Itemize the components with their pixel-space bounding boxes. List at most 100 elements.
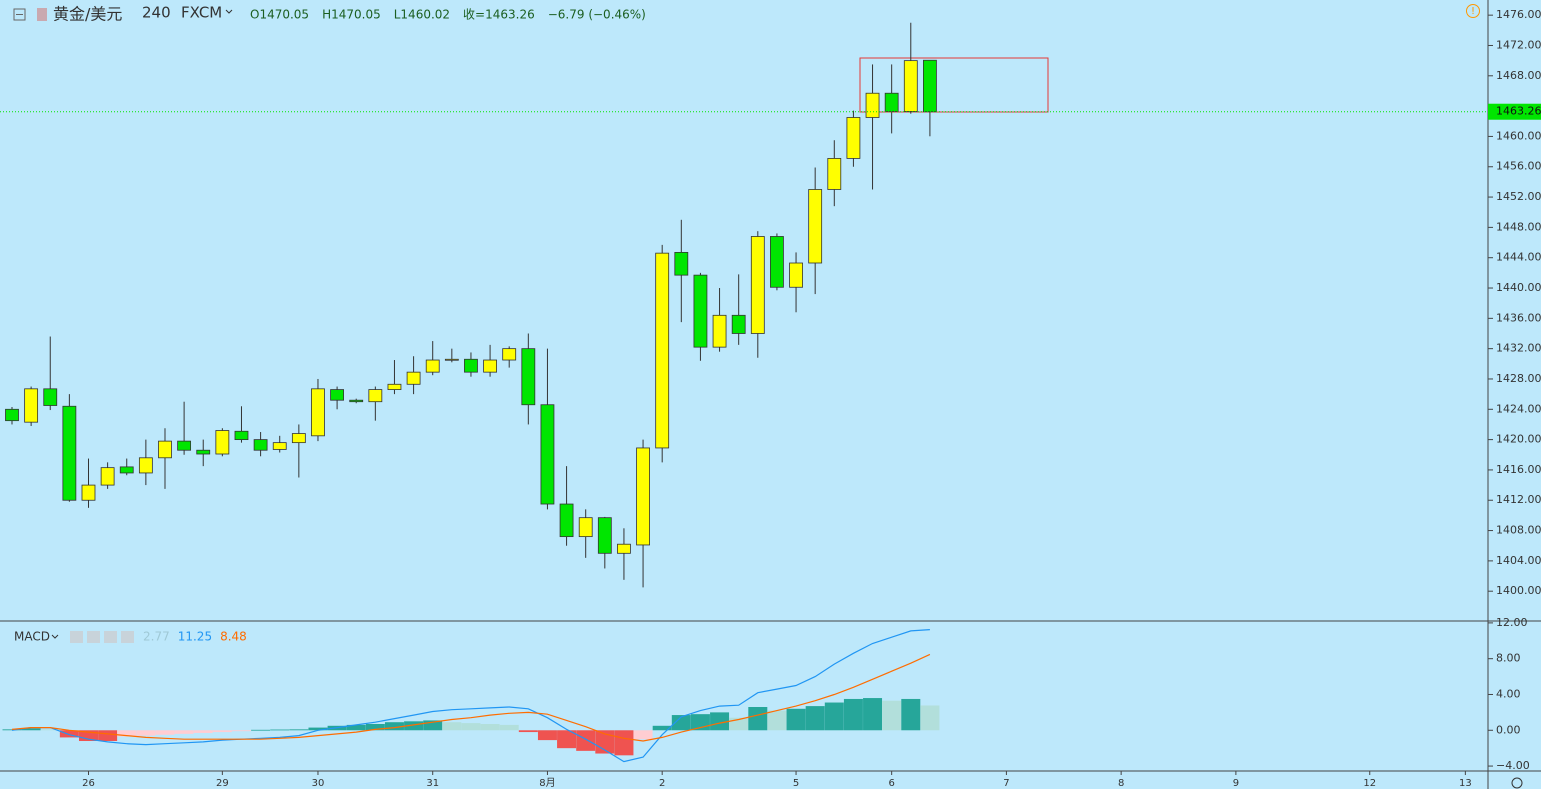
candle-body (750, 236, 765, 334)
histogram-bar (117, 730, 137, 737)
histogram-bar (251, 729, 271, 731)
histogram-bar (537, 730, 557, 741)
y-tick-label: 12.00 (1496, 616, 1528, 629)
histogram-bar (671, 715, 691, 731)
y-tick-label: 1400.00 (1496, 584, 1541, 597)
candle-body (138, 457, 153, 474)
ohlc-readout: O1470.05 H1470.05 L1460.02 收=1463.26 −6.79 (… (250, 8, 646, 22)
x-tick-label: 31 (426, 778, 439, 789)
candle-body (884, 92, 899, 112)
histogram-bar (40, 729, 60, 731)
source[interactable]: FXCM (181, 4, 222, 22)
histogram-bar (786, 708, 806, 731)
histogram-bar (308, 727, 328, 731)
y-tick-label: 1408.00 (1496, 524, 1541, 537)
x-tick-label: 6 (888, 778, 894, 789)
candle-body (291, 433, 306, 444)
histogram-bar (499, 724, 519, 731)
y-tick-label: 1468.00 (1496, 69, 1541, 82)
ohlc-value: −6.79 (−0.46%) (548, 8, 646, 22)
settings-gear[interactable] (1511, 777, 1523, 789)
histogram-bar (710, 712, 730, 731)
histogram-bar (614, 730, 634, 756)
candle-body (406, 371, 421, 385)
y-tick-label: −4.00 (1496, 759, 1530, 772)
histogram-bar (461, 723, 481, 731)
y-tick-label: 1432.00 (1496, 342, 1541, 355)
x-tick-label: 12 (1363, 778, 1376, 789)
histogram-bar (78, 730, 98, 742)
candle-body (100, 467, 115, 486)
histogram-bar (576, 730, 596, 751)
candle-body (923, 59, 937, 113)
candle-body (349, 399, 364, 403)
ohlc-value: L1460.02 (394, 8, 450, 22)
x-tick-label: 2 (659, 778, 665, 789)
histogram-bar (365, 724, 385, 731)
alert-icon[interactable] (1466, 4, 1480, 18)
histogram-bar (480, 724, 500, 731)
histogram-bar (346, 724, 366, 731)
y-tick-label: 1420.00 (1496, 433, 1541, 446)
collapse-button[interactable] (13, 8, 26, 21)
histogram-bar (748, 707, 768, 731)
histogram-bar (59, 730, 79, 738)
y-tick-label: 1456.00 (1496, 160, 1541, 173)
readout-value: 11.25 (178, 630, 212, 644)
ohlc-value: O1470.05 (250, 8, 309, 22)
histogram-bar (270, 729, 290, 731)
y-tick-label: 8.00 (1496, 652, 1521, 665)
candle-body (693, 274, 708, 348)
settings-button[interactable] (87, 631, 100, 643)
candle-body (119, 466, 134, 474)
candle-body (272, 442, 287, 450)
candle-body (387, 383, 402, 390)
candle-body (597, 517, 612, 554)
candle-body (177, 440, 192, 451)
y-tick-label: 1472.00 (1496, 38, 1541, 51)
readout-value: 2.77 (143, 630, 170, 644)
candle-body (483, 359, 497, 373)
y-tick-label: 4.00 (1496, 687, 1521, 700)
candle-body (808, 189, 823, 264)
ohlc-value: H1470.05 (322, 8, 381, 22)
source-button[interactable] (104, 631, 117, 643)
candle-body (444, 358, 459, 361)
y-tick-label: 1404.00 (1496, 554, 1541, 567)
histogram-bar (767, 710, 787, 731)
remove-button[interactable] (121, 631, 134, 643)
candle-body (5, 408, 19, 422)
histogram-bar (442, 722, 462, 731)
indicator-name[interactable]: MACD (14, 630, 50, 644)
candle-body (617, 543, 631, 554)
dropdown-arrow[interactable] (225, 9, 233, 14)
y-tick-label: 1448.00 (1496, 220, 1541, 233)
eye-button[interactable] (70, 631, 83, 643)
histogram-bar (212, 730, 232, 733)
histogram-bar (518, 730, 538, 733)
histogram-bar (843, 698, 863, 731)
x-tick-label: 7 (1003, 778, 1009, 789)
histogram-bar (193, 730, 213, 733)
candle-body (330, 389, 344, 401)
histogram-bar (882, 700, 902, 731)
y-tick-label: 1412.00 (1496, 493, 1541, 506)
candle-body (464, 358, 478, 373)
candle-body (253, 439, 268, 451)
candle-body (425, 359, 440, 373)
x-tick-label: 26 (82, 778, 95, 789)
symbol[interactable]: 黄金/美元 (53, 5, 122, 24)
candle-body (827, 158, 842, 190)
histogram-bar (21, 728, 41, 731)
alert-mark: ! (1471, 6, 1475, 17)
x-tick-label: 8 (1118, 778, 1124, 789)
histogram-bar (136, 730, 156, 736)
indicator-menu[interactable] (51, 634, 59, 639)
last-price-label: 1463.26 (1496, 105, 1541, 118)
candle-body (674, 251, 689, 276)
y-tick-label: 1452.00 (1496, 190, 1541, 203)
interval[interactable]: 240 (142, 4, 171, 22)
